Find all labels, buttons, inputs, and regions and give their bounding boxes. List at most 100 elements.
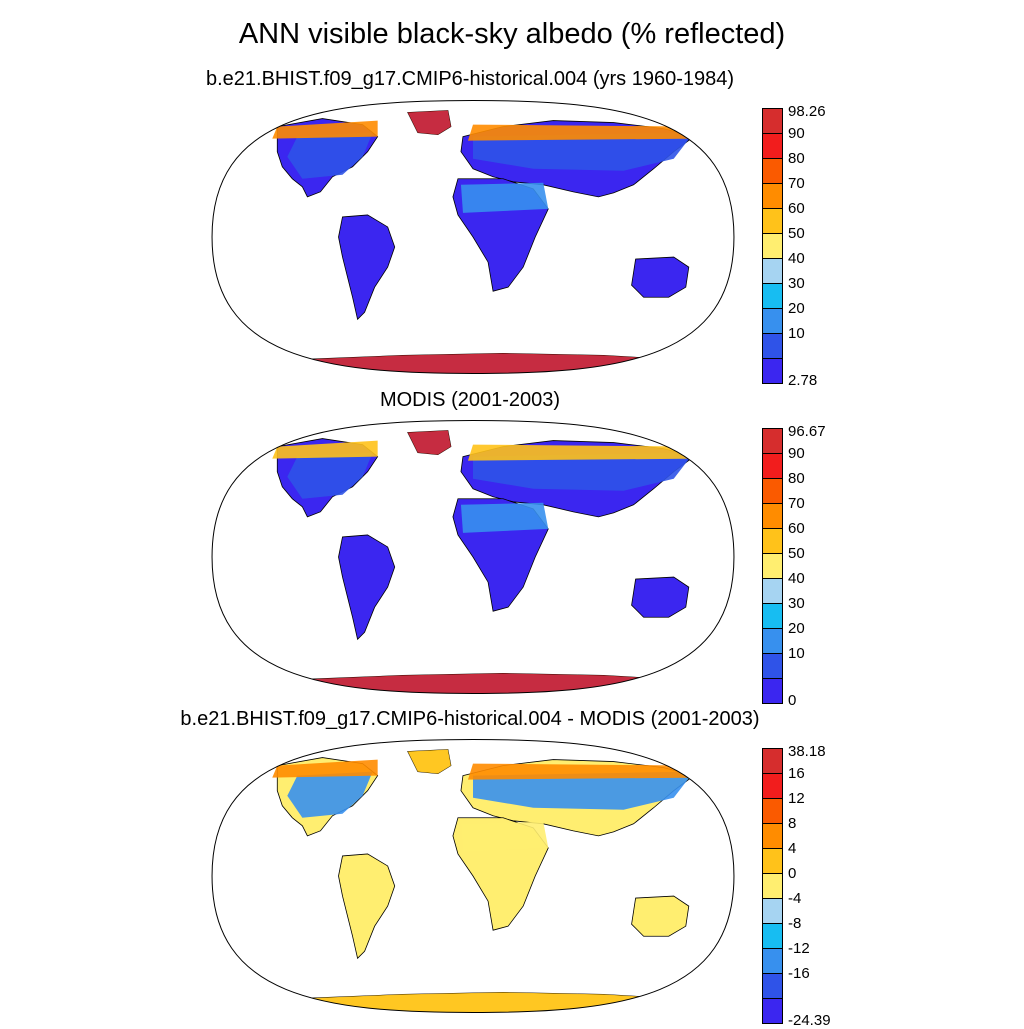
colorbar-swatch	[762, 973, 783, 999]
colorbar-label: 2.78	[788, 372, 818, 389]
colorbar-swatch	[762, 358, 783, 384]
colorbar-swatch	[762, 848, 783, 874]
colorbar-swatch	[762, 798, 783, 824]
eurasia-field	[473, 452, 694, 491]
colorbar-swatch	[762, 283, 783, 309]
colorbar-label: -8	[788, 915, 802, 932]
panel-1-title: b.e21.BHIST.f09_g17.CMIP6-historical.004…	[205, 68, 735, 90]
colorbar-label: 10	[788, 645, 805, 662]
colorbar-label: 8	[788, 815, 797, 832]
colorbar-label: 20	[788, 300, 805, 317]
colorbar-swatch	[762, 528, 783, 554]
colorbar-swatch	[762, 453, 783, 479]
colorbar-swatch	[762, 823, 783, 849]
map-border	[211, 99, 735, 375]
colorbar-label: 70	[788, 175, 805, 192]
colorbar-swatch	[762, 183, 783, 209]
colorbar-swatch	[762, 923, 783, 949]
colorbar-swatch	[762, 158, 783, 184]
eurasia-field	[473, 132, 694, 171]
greenland-field	[407, 430, 451, 455]
north-america-field	[287, 132, 373, 179]
colorbar-label: 16	[788, 765, 805, 782]
colorbar-swatch	[762, 653, 783, 679]
colorbar-swatch	[762, 503, 783, 529]
colorbar-label: 0	[788, 692, 797, 709]
colorbar-label: 0	[788, 865, 797, 882]
colorbar-swatch	[762, 108, 783, 134]
colorbar-label: 12	[788, 790, 805, 807]
arctic-fringe-na	[272, 120, 378, 139]
arctic-fringe-na	[272, 440, 378, 459]
antarctica-field	[302, 992, 674, 1013]
panel-2-map	[211, 419, 735, 695]
colorbar-label: -16	[788, 965, 810, 982]
australia-land	[631, 576, 690, 618]
colorbar-swatch	[762, 553, 783, 579]
colorbar-label: 60	[788, 520, 805, 537]
colorbar-swatch	[762, 948, 783, 974]
map-border	[211, 419, 735, 695]
greenland-field	[407, 749, 451, 774]
colorbar-label: 40	[788, 570, 805, 587]
colorbar-label: 38.18	[788, 743, 826, 760]
desert-field	[460, 502, 549, 533]
colorbar-label: 40	[788, 250, 805, 267]
south-america-land	[338, 214, 396, 321]
colorbar-label: 98.26	[788, 103, 826, 120]
colorbar-label: 70	[788, 495, 805, 512]
colorbar-label: 4	[788, 840, 797, 857]
colorbar-label: 96.67	[788, 423, 826, 440]
north-america-field	[287, 452, 373, 499]
colorbar-label: 60	[788, 200, 805, 217]
figure-title: ANN visible black-sky albedo (% reflecte…	[238, 18, 786, 50]
colorbar-swatch	[762, 998, 783, 1024]
colorbar-label: 10	[788, 325, 805, 342]
colorbar-swatch	[762, 748, 783, 774]
colorbar-swatch	[762, 603, 783, 629]
south-america-land	[338, 534, 396, 641]
australia-land	[631, 256, 690, 298]
antarctica-field	[302, 673, 674, 694]
colorbar-swatch	[762, 578, 783, 604]
colorbar-label: -4	[788, 890, 802, 907]
colorbar-label: 90	[788, 125, 805, 142]
arctic-fringe-eurasia	[467, 763, 699, 780]
colorbar-label: 30	[788, 595, 805, 612]
arctic-fringe-eurasia	[467, 124, 699, 141]
colorbar-swatch	[762, 428, 783, 454]
colorbar-swatch	[762, 478, 783, 504]
colorbar-swatch	[762, 628, 783, 654]
north-america-field	[287, 771, 373, 818]
desert-field	[460, 182, 549, 213]
colorbar-swatch	[762, 678, 783, 704]
colorbar-swatch	[762, 233, 783, 259]
antarctica-field	[302, 353, 674, 374]
colorbar-label: 30	[788, 275, 805, 292]
colorbar-swatch	[762, 898, 783, 924]
colorbar-label: -12	[788, 940, 810, 957]
panel-2-title: MODIS (2001-2003)	[379, 389, 561, 411]
colorbar-swatch	[762, 208, 783, 234]
colorbar-swatch	[762, 873, 783, 899]
colorbar-swatch	[762, 258, 783, 284]
south-america-land	[338, 853, 396, 960]
colorbar-label: 50	[788, 225, 805, 242]
australia-land	[631, 895, 690, 937]
colorbar-label: -24.39	[788, 1012, 831, 1029]
panel-3-map	[211, 738, 735, 1014]
colorbar-label: 80	[788, 470, 805, 487]
eurasia-field	[473, 771, 694, 810]
colorbar-swatch	[762, 333, 783, 359]
arctic-fringe-na	[272, 759, 378, 778]
map-border	[211, 738, 735, 1014]
colorbar-label: 20	[788, 620, 805, 637]
panel-1-map	[211, 99, 735, 375]
greenland-field	[407, 110, 451, 135]
arctic-fringe-eurasia	[467, 444, 699, 461]
colorbar-swatch	[762, 773, 783, 799]
desert-field	[460, 821, 549, 852]
colorbar-label: 90	[788, 445, 805, 462]
panel-3-title: b.e21.BHIST.f09_g17.CMIP6-historical.004…	[180, 708, 760, 730]
colorbar-swatch	[762, 308, 783, 334]
